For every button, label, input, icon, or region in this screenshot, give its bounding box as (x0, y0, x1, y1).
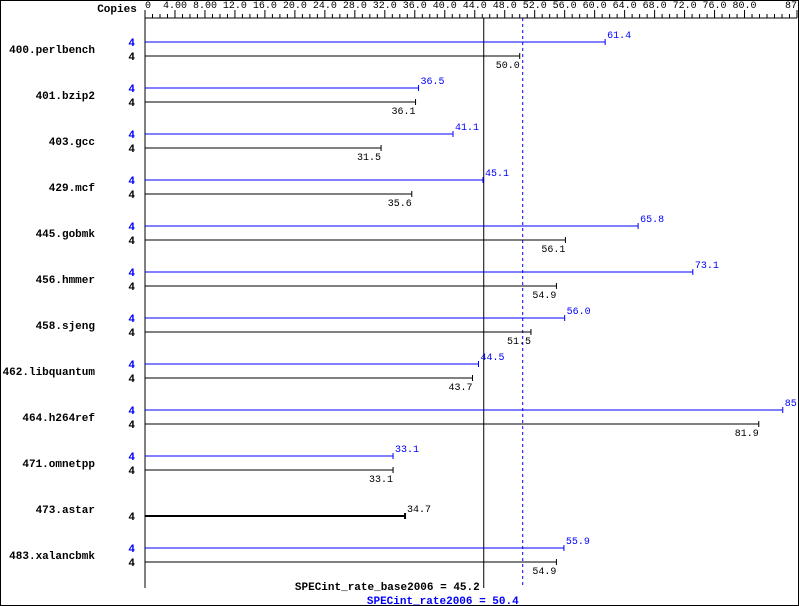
x-tick-label: 0 (145, 1, 151, 12)
peak-value: 36.5 (421, 77, 445, 88)
copies-base: 4 (128, 374, 135, 386)
copies-peak: 4 (128, 268, 135, 280)
peak-value: 44.5 (480, 353, 504, 364)
x-tick-label: 4.00 (163, 1, 187, 12)
benchmark-name: 401.bzip2 (36, 91, 95, 103)
reference-label: SPECint_rate2006 = 50.4 (367, 596, 519, 606)
copies-base: 4 (128, 512, 135, 524)
copies-base: 4 (128, 190, 135, 202)
peak-value: 41.1 (455, 123, 479, 134)
copies-base: 4 (128, 282, 135, 294)
copies-base: 4 (128, 52, 135, 64)
benchmark-name: 400.perlbench (9, 45, 95, 57)
x-tick-label: 60.0 (583, 1, 607, 12)
peak-value: 33.1 (395, 445, 419, 456)
base-value: 54.9 (532, 567, 556, 578)
x-tick-label: 36.0 (403, 1, 427, 12)
benchmark-name: 403.gcc (49, 137, 95, 149)
x-tick-label: 64.0 (613, 1, 637, 12)
benchmark-name: 458.sjeng (36, 321, 95, 333)
copies-base: 4 (128, 558, 135, 570)
base-value: 51.5 (507, 337, 531, 348)
x-tick-label: 8.00 (193, 1, 217, 12)
copies-peak: 4 (128, 222, 135, 234)
benchmark-name: 445.gobmk (36, 229, 96, 241)
x-tick-label: 32.0 (373, 1, 397, 12)
base-value: 56.1 (541, 245, 565, 256)
benchmark-name: 462.libquantum (3, 367, 96, 379)
x-tick-label: 52.0 (523, 1, 547, 12)
peak-value: 65.8 (640, 215, 664, 226)
benchmark-name: 473.astar (36, 505, 95, 517)
base-value: 31.5 (357, 153, 381, 164)
copies-base: 4 (128, 144, 135, 156)
base-value: 54.9 (532, 291, 556, 302)
x-tick-label: 87.0 (785, 1, 799, 12)
reference-label: SPECint_rate_base2006 = 45.2 (295, 582, 480, 594)
copies-peak: 4 (128, 176, 135, 188)
x-tick-label: 80.0 (733, 1, 757, 12)
benchmark-name: 464.h264ref (22, 413, 95, 425)
copies-peak: 4 (128, 84, 135, 96)
peak-value: 55.9 (566, 537, 590, 548)
copies-base: 4 (128, 236, 135, 248)
base-value: 35.6 (388, 199, 412, 210)
base-value: 36.1 (392, 107, 416, 118)
x-tick-label: 56.0 (553, 1, 577, 12)
x-tick-label: 48.0 (493, 1, 517, 12)
base-value: 81.9 (735, 429, 759, 440)
peak-value: 85.1 (785, 399, 799, 410)
base-value: 43.7 (448, 383, 472, 394)
benchmark-chart: Copies 0 4.00 8.00 12.0 16.0 20.0 24.0 28.0 32.0 3… (0, 0, 799, 606)
copies-base: 4 (128, 98, 135, 110)
base-value: 50.0 (496, 61, 520, 72)
benchmark-name: 483.xalancbmk (9, 551, 95, 563)
copies-base: 4 (128, 420, 135, 432)
copies-base: 4 (128, 328, 135, 340)
peak-value: 61.4 (607, 31, 631, 42)
x-tick-label: 76.0 (703, 1, 727, 12)
x-tick-label: 44.0 (463, 1, 487, 12)
copies-peak: 4 (128, 452, 135, 464)
copies-peak: 4 (128, 130, 135, 142)
peak-value: 56.0 (567, 307, 591, 318)
x-tick-label: 16.0 (253, 1, 277, 12)
x-tick-label: 24.0 (313, 1, 337, 12)
copies-peak: 4 (128, 406, 135, 418)
benchmark-name: 429.mcf (49, 183, 96, 195)
x-tick-label: 28.0 (343, 1, 367, 12)
base-value: 34.7 (407, 505, 431, 516)
copies-peak: 4 (128, 38, 135, 50)
x-tick-label: 20.0 (283, 1, 307, 12)
base-value: 33.1 (369, 475, 393, 486)
x-tick-label: 72.0 (673, 1, 697, 12)
chart-border (1, 1, 799, 606)
copies-peak: 4 (128, 314, 135, 326)
benchmark-name: 456.hmmer (36, 275, 95, 287)
x-tick-label: 40.0 (433, 1, 457, 12)
copies-peak: 4 (128, 360, 135, 372)
x-tick-label: 68.0 (643, 1, 667, 12)
benchmark-name: 471.omnetpp (22, 459, 95, 471)
peak-value: 73.1 (695, 261, 719, 272)
copies-peak: 4 (128, 544, 135, 556)
x-tick-label: 12.0 (223, 1, 247, 12)
peak-value: 45.1 (485, 169, 509, 180)
copies-base: 4 (128, 466, 135, 478)
copies-header: Copies (97, 4, 137, 16)
